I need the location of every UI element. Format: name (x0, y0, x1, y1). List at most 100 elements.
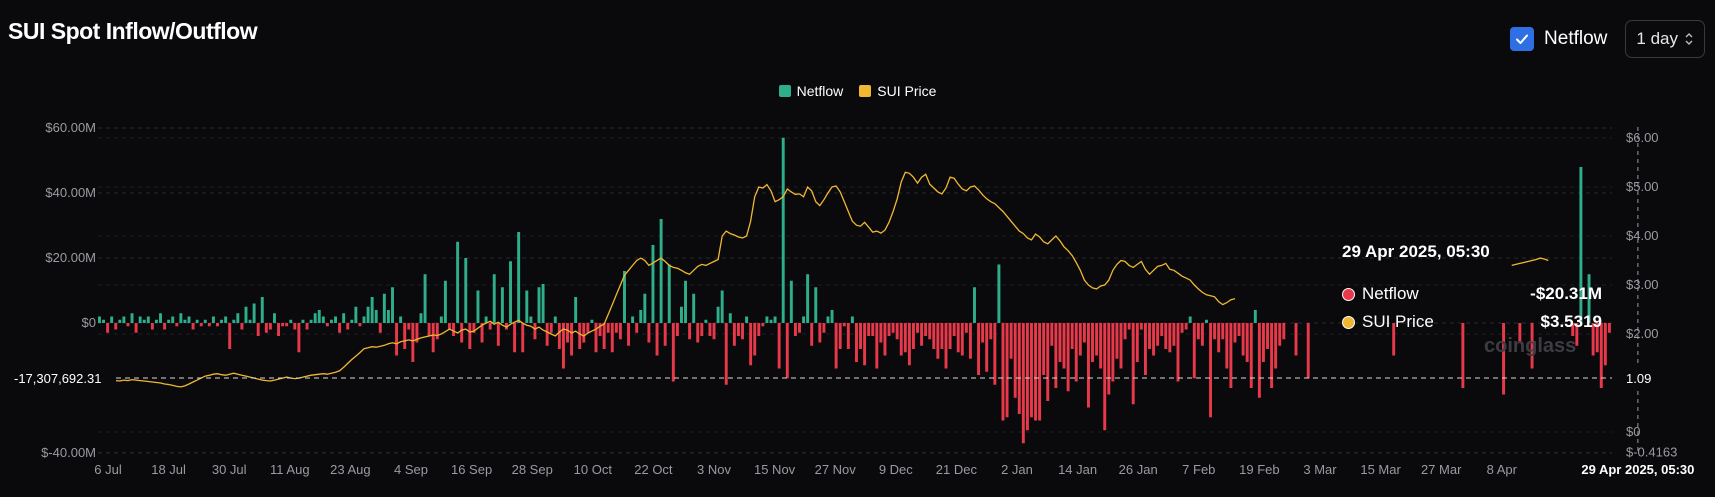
legend-swatch-price (859, 85, 872, 97)
netflow-bar (305, 323, 309, 330)
netflow-bar (855, 323, 858, 362)
netflow-bar (875, 323, 879, 369)
y-tick-right: $5.00 (1626, 179, 1659, 194)
netflow-bar (688, 323, 692, 340)
netflow-bar (627, 323, 631, 346)
netflow-bar (1278, 323, 1282, 346)
netflow-bar (704, 319, 708, 323)
netflow-bar (1209, 323, 1213, 418)
netflow-bar (476, 290, 480, 323)
netflow-bar (623, 271, 626, 323)
netflow-bar (1103, 323, 1107, 431)
netflow-bar (130, 313, 134, 323)
y-tick-left: $0 (82, 315, 96, 330)
netflow-bar (187, 316, 191, 323)
netflow-toggle-label[interactable]: Netflow (1544, 28, 1608, 49)
netflow-bar (1139, 323, 1143, 330)
netflow-bar (761, 323, 765, 327)
netflow-bar (517, 232, 521, 323)
tooltip-price-label: SUI Price (1362, 312, 1434, 331)
netflow-bar (1237, 323, 1241, 336)
y-tick-right: $3.00 (1626, 277, 1659, 292)
x-tick: 10 Oct (574, 462, 613, 477)
netflow-bar (456, 241, 460, 323)
netflow-bar (1115, 323, 1119, 359)
netflow-bar (134, 323, 138, 333)
netflow-bar (529, 316, 533, 323)
tooltip-dot-price (1342, 315, 1355, 329)
netflow-bar (431, 323, 435, 353)
netflow-bar (981, 323, 985, 343)
netflow-bar (1270, 323, 1274, 388)
netflow-bar (464, 258, 468, 323)
interval-select[interactable]: 1 day (1625, 20, 1705, 58)
netflow-bar (895, 323, 899, 340)
netflow-bar (675, 323, 679, 336)
x-tick: 3 Mar (1303, 462, 1337, 477)
netflow-bar (948, 323, 952, 349)
legend-item-price[interactable]: SUI Price (859, 83, 936, 99)
netflow-bar (321, 316, 325, 323)
netflow-bar (610, 323, 614, 353)
netflow-bar (329, 319, 333, 323)
netflow-bar (171, 316, 175, 323)
netflow-bar (240, 323, 244, 330)
netflow-bar (537, 287, 541, 323)
netflow-bar (1599, 323, 1603, 388)
netflow-bar (964, 323, 968, 333)
netflow-bar (423, 274, 427, 323)
netflow-checkbox[interactable] (1510, 27, 1535, 51)
netflow-bar (159, 313, 162, 323)
legend-item-netflow[interactable]: Netflow (778, 83, 844, 99)
netflow-bar (879, 323, 883, 343)
netflow-bar (1156, 323, 1160, 346)
netflow-bar (1168, 323, 1172, 353)
x-tick: 28 Sep (512, 462, 553, 477)
netflow-bar (1587, 274, 1591, 323)
netflow-bar (301, 319, 305, 323)
netflow-bar (777, 323, 781, 369)
netflow-bar (313, 313, 317, 323)
netflow-bar (118, 319, 122, 323)
crosshair-left-label: -17,307,692.31 (14, 371, 101, 386)
netflow-bar (1050, 323, 1054, 346)
netflow-bar (350, 319, 354, 323)
netflow-bar (1143, 323, 1147, 375)
netflow-bar (403, 323, 407, 349)
netflow-bar (985, 323, 989, 372)
legend-label: Netflow (796, 83, 844, 99)
netflow-bar (830, 310, 834, 323)
y-tick-right: $6.00 (1626, 130, 1659, 145)
page-title: SUI Spot Inflow/Outflow (8, 18, 258, 44)
netflow-bar (789, 280, 793, 323)
netflow-bar (334, 316, 337, 323)
netflow-bar (297, 323, 301, 353)
netflow-bar (293, 323, 297, 330)
netflow-bar (659, 219, 663, 323)
netflow-bar (1005, 323, 1009, 418)
x-tick: 23 Aug (330, 462, 371, 477)
netflow-bar (1200, 323, 1204, 346)
netflow-bar (745, 316, 749, 323)
tooltip-netflow-value: -$20.31M (1530, 284, 1602, 303)
netflow-bar (916, 323, 919, 333)
netflow-bar (163, 323, 167, 330)
chart-tooltip: 29 Apr 2025, 05:30 Netflow -$20.31M SUI … (1342, 242, 1602, 336)
netflow-bar (696, 323, 700, 343)
netflow-bar (891, 323, 895, 333)
interval-value: 1 day (1636, 29, 1678, 48)
netflow-bar (411, 323, 415, 362)
netflow-bar (382, 293, 386, 323)
legend-label: SUI Price (877, 83, 937, 99)
netflow-bar (765, 316, 769, 323)
netflow-bar (720, 290, 724, 323)
netflow-bar (289, 319, 293, 323)
netflow-bar (500, 287, 504, 323)
netflow-bar (1591, 323, 1595, 356)
netflow-bar (818, 323, 822, 343)
netflow-bar (1249, 323, 1253, 388)
netflow-bar (1017, 323, 1021, 414)
netflow-bar (692, 293, 696, 323)
netflow-bar (1294, 323, 1298, 356)
